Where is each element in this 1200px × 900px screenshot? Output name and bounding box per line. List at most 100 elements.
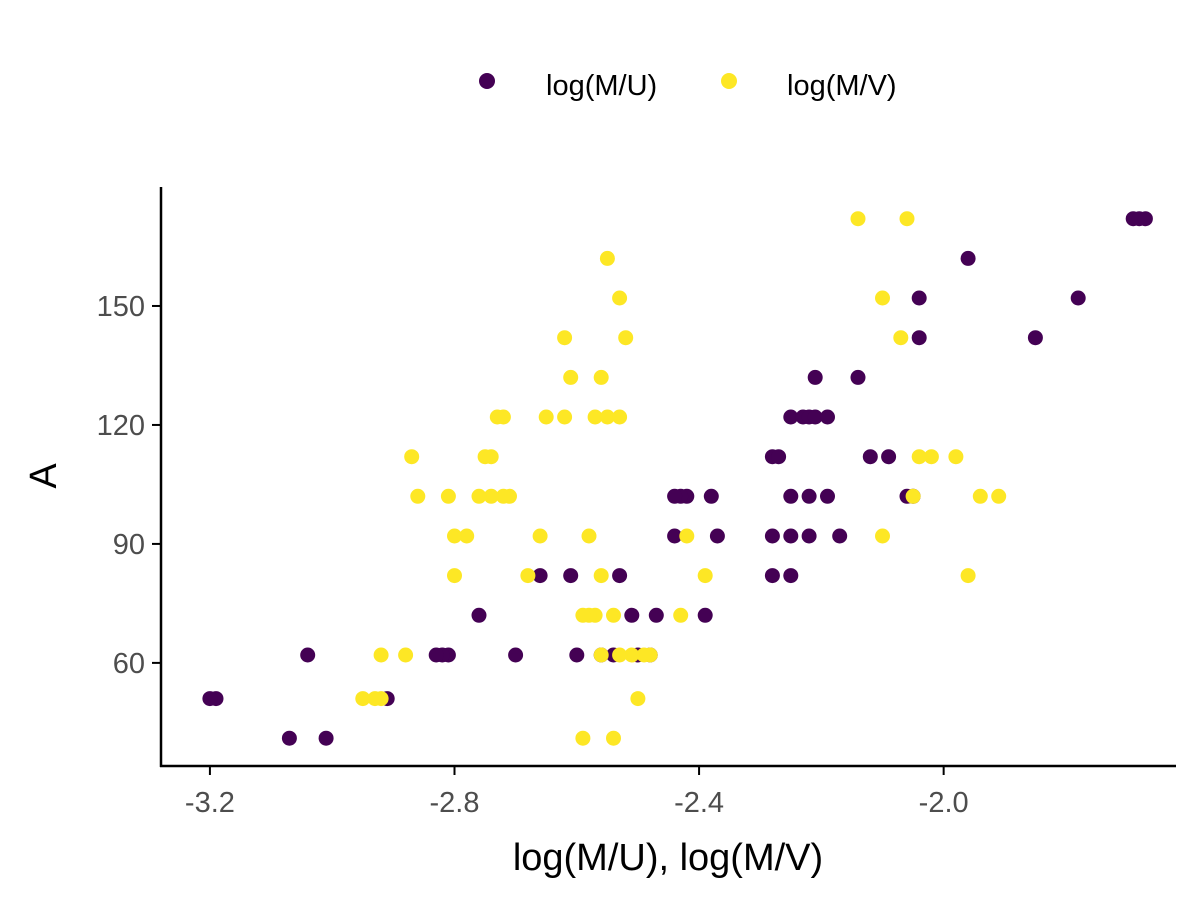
point-series-0-47 bbox=[569, 647, 585, 663]
point-series-1-33 bbox=[875, 528, 890, 544]
point-series-0-3 bbox=[960, 250, 976, 266]
point-series-1-1 bbox=[899, 211, 915, 227]
point-series-1-21 bbox=[477, 449, 493, 465]
point-series-0-37 bbox=[563, 568, 579, 584]
point-series-1-41 bbox=[520, 568, 536, 584]
point-series-1-36 bbox=[459, 528, 475, 544]
point-series-1-0 bbox=[850, 211, 866, 227]
point-series-1-17 bbox=[923, 449, 939, 465]
point-series-0-8 bbox=[850, 369, 866, 385]
y-tick-label: 60 bbox=[113, 648, 145, 680]
point-series-0-16 bbox=[881, 449, 897, 465]
point-series-0-57 bbox=[281, 730, 297, 746]
point-series-1-7 bbox=[557, 330, 573, 346]
point-series-1-23 bbox=[991, 488, 1007, 504]
point-series-0-48 bbox=[508, 647, 524, 663]
point-series-0-33 bbox=[667, 528, 683, 544]
point-series-0-36 bbox=[612, 568, 628, 584]
point-series-1-28 bbox=[483, 488, 499, 504]
x-tick-label: -3.2 bbox=[185, 787, 235, 819]
point-series-1-35 bbox=[532, 528, 548, 544]
point-series-1-3 bbox=[875, 290, 890, 306]
legend-key-log-m-u bbox=[479, 73, 495, 89]
point-series-0-14 bbox=[820, 409, 835, 425]
point-series-0-23 bbox=[783, 488, 799, 504]
point-series-0-28 bbox=[832, 528, 848, 544]
point-series-0-22 bbox=[801, 488, 817, 504]
legend: log(M/U) log(M/V) bbox=[479, 70, 897, 102]
point-series-0-10 bbox=[783, 409, 799, 425]
point-series-1-51 bbox=[612, 647, 628, 663]
y-tick-label: 120 bbox=[97, 410, 145, 442]
point-series-1-31 bbox=[410, 488, 426, 504]
y-axis-ticks: 60 90 120 150 bbox=[97, 291, 161, 680]
point-series-0-21 bbox=[820, 488, 835, 504]
point-series-1-50 bbox=[624, 647, 640, 663]
point-series-1-6 bbox=[618, 330, 634, 346]
point-series-0-34 bbox=[783, 568, 799, 584]
point-series-0-55 bbox=[202, 691, 218, 707]
point-series-0-9 bbox=[807, 369, 823, 385]
point-series-1-60 bbox=[575, 730, 591, 746]
point-series-1-38 bbox=[960, 568, 976, 584]
point-series-1-9 bbox=[593, 369, 609, 385]
point-series-1-22 bbox=[404, 449, 420, 465]
point-series-1-30 bbox=[440, 488, 456, 504]
point-series-0-6 bbox=[1027, 330, 1043, 346]
point-series-1-55 bbox=[630, 691, 646, 707]
point-series-0-56 bbox=[318, 730, 334, 746]
point-series-0-41 bbox=[624, 607, 640, 623]
point-series-0-5 bbox=[911, 290, 927, 306]
point-series-1-13 bbox=[557, 409, 573, 425]
point-series-1-19 bbox=[948, 449, 964, 465]
point-series-0-30 bbox=[783, 528, 799, 544]
point-series-0-51 bbox=[428, 647, 444, 663]
point-series-0-27 bbox=[667, 488, 683, 504]
x-tick-label: -2.8 bbox=[430, 787, 480, 819]
y-tick-label: 150 bbox=[97, 291, 145, 323]
point-series-1-16 bbox=[612, 409, 628, 425]
point-series-1-24 bbox=[972, 488, 988, 504]
point-series-0-38 bbox=[532, 568, 548, 584]
legend-label-log-m-v: log(M/V) bbox=[787, 70, 897, 102]
point-series-1-12 bbox=[538, 409, 554, 425]
point-series-1-54 bbox=[373, 647, 389, 663]
legend-key-log-m-v bbox=[721, 73, 737, 89]
y-axis-title: A bbox=[23, 463, 65, 489]
point-series-0-40 bbox=[648, 607, 664, 623]
point-series-0-2 bbox=[1137, 211, 1153, 227]
point-series-0-13 bbox=[807, 409, 823, 425]
x-axis-title: log(M/U), log(M/V) bbox=[513, 837, 823, 879]
point-series-0-32 bbox=[709, 528, 725, 544]
point-series-1-43 bbox=[673, 607, 689, 623]
point-series-1-29 bbox=[471, 488, 487, 504]
point-series-1-14 bbox=[587, 409, 603, 425]
point-series-0-18 bbox=[771, 449, 787, 465]
point-series-0-52 bbox=[300, 647, 316, 663]
point-series-1-39 bbox=[697, 568, 713, 584]
point-series-1-2 bbox=[599, 250, 615, 266]
point-series-1-4 bbox=[612, 290, 628, 306]
point-series-1-18 bbox=[911, 449, 927, 465]
point-series-0-4 bbox=[1070, 290, 1086, 306]
point-series-1-42 bbox=[447, 568, 462, 584]
y-tick-label: 90 bbox=[113, 529, 145, 561]
point-series-0-31 bbox=[764, 528, 780, 544]
point-series-1-5 bbox=[893, 330, 909, 346]
x-tick-label: -2.0 bbox=[919, 787, 969, 819]
point-series-0-35 bbox=[764, 568, 780, 584]
point-series-1-32 bbox=[679, 528, 695, 544]
point-series-0-7 bbox=[911, 330, 927, 346]
point-series-1-52 bbox=[593, 647, 609, 663]
point-series-1-49 bbox=[636, 647, 652, 663]
point-series-1-46 bbox=[575, 607, 591, 623]
point-series-1-11 bbox=[489, 409, 505, 425]
point-series-1-8 bbox=[563, 369, 579, 385]
point-series-1-40 bbox=[593, 568, 609, 584]
point-series-0-15 bbox=[862, 449, 878, 465]
legend-label-log-m-u: log(M/U) bbox=[546, 70, 657, 102]
point-series-1-34 bbox=[581, 528, 597, 544]
x-axis-ticks: -3.2 -2.8 -2.4 -2.0 bbox=[185, 766, 969, 819]
point-series-1-59 bbox=[606, 730, 621, 746]
